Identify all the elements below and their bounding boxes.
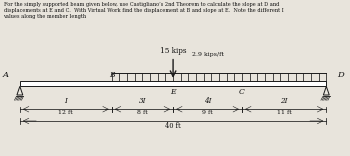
Text: 9 ft: 9 ft <box>202 110 213 115</box>
Text: 4I: 4I <box>204 97 211 105</box>
Text: 2.9 kips/ft: 2.9 kips/ft <box>192 52 224 57</box>
Text: A: A <box>3 71 9 79</box>
Text: E: E <box>170 88 176 96</box>
Text: C: C <box>239 88 245 96</box>
Text: 8 ft: 8 ft <box>137 110 148 115</box>
Bar <box>20 81 326 86</box>
Text: 2I: 2I <box>280 97 288 105</box>
Text: B: B <box>109 71 114 79</box>
Text: I: I <box>64 97 67 105</box>
Text: D: D <box>337 71 343 79</box>
Text: 3I: 3I <box>139 97 146 105</box>
Text: 40 ft: 40 ft <box>165 122 181 130</box>
Text: For the simply supported beam given below, use Castigliano’s 2nd Theorem to calc: For the simply supported beam given belo… <box>4 2 283 19</box>
Text: 15 kips: 15 kips <box>160 47 186 55</box>
Text: 12 ft: 12 ft <box>58 110 73 115</box>
Text: 11 ft: 11 ft <box>277 110 292 115</box>
